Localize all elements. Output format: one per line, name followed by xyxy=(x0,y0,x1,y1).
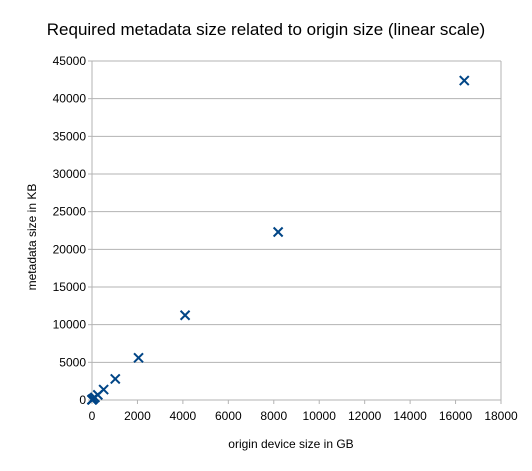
y-axis-label: metadata size in KB xyxy=(25,184,39,291)
x-tick-label: 0 xyxy=(89,409,96,423)
data-point xyxy=(133,352,144,364)
y-tick-label: 10000 xyxy=(53,318,87,332)
x-tick-label: 8000 xyxy=(260,409,287,423)
y-tick-label: 15000 xyxy=(53,280,87,294)
marker-stroke xyxy=(459,75,470,86)
x-axis-label: origin device size in GB xyxy=(228,437,353,451)
data-points xyxy=(86,75,470,406)
y-tick-label: 5000 xyxy=(59,355,86,369)
x-tick-label: 18000 xyxy=(484,409,518,423)
x-tick-label: 14000 xyxy=(393,409,427,423)
x-tick-label: 2000 xyxy=(124,409,151,423)
data-point xyxy=(110,373,121,385)
y-tick-label: 25000 xyxy=(53,205,87,219)
marker-stroke xyxy=(110,373,121,385)
marker-stroke xyxy=(272,226,284,238)
x-tick-label: 10000 xyxy=(303,409,337,423)
x-tick-label: 4000 xyxy=(170,409,197,423)
y-tick-label: 30000 xyxy=(53,167,87,181)
data-point xyxy=(459,75,470,86)
axes xyxy=(88,60,502,404)
x-tick-label: 12000 xyxy=(348,409,382,423)
data-point xyxy=(179,310,191,321)
y-tick-label: 45000 xyxy=(53,54,87,68)
data-point xyxy=(98,384,109,395)
grid-lines xyxy=(92,60,501,363)
tick-labels: 0500010000150002000025000300003500040000… xyxy=(53,54,518,423)
y-tick-label: 0 xyxy=(79,393,86,407)
data-point xyxy=(272,226,284,238)
y-tick-label: 40000 xyxy=(53,92,87,106)
x-tick-label: 6000 xyxy=(215,409,242,423)
y-tick-label: 20000 xyxy=(53,242,87,256)
y-tick-label: 35000 xyxy=(53,129,87,143)
x-tick-label: 16000 xyxy=(439,409,473,423)
marker-stroke xyxy=(133,352,144,364)
marker-stroke xyxy=(179,310,191,321)
marker-stroke xyxy=(98,384,109,395)
chart-title: Required metadata size related to origin… xyxy=(46,20,486,39)
